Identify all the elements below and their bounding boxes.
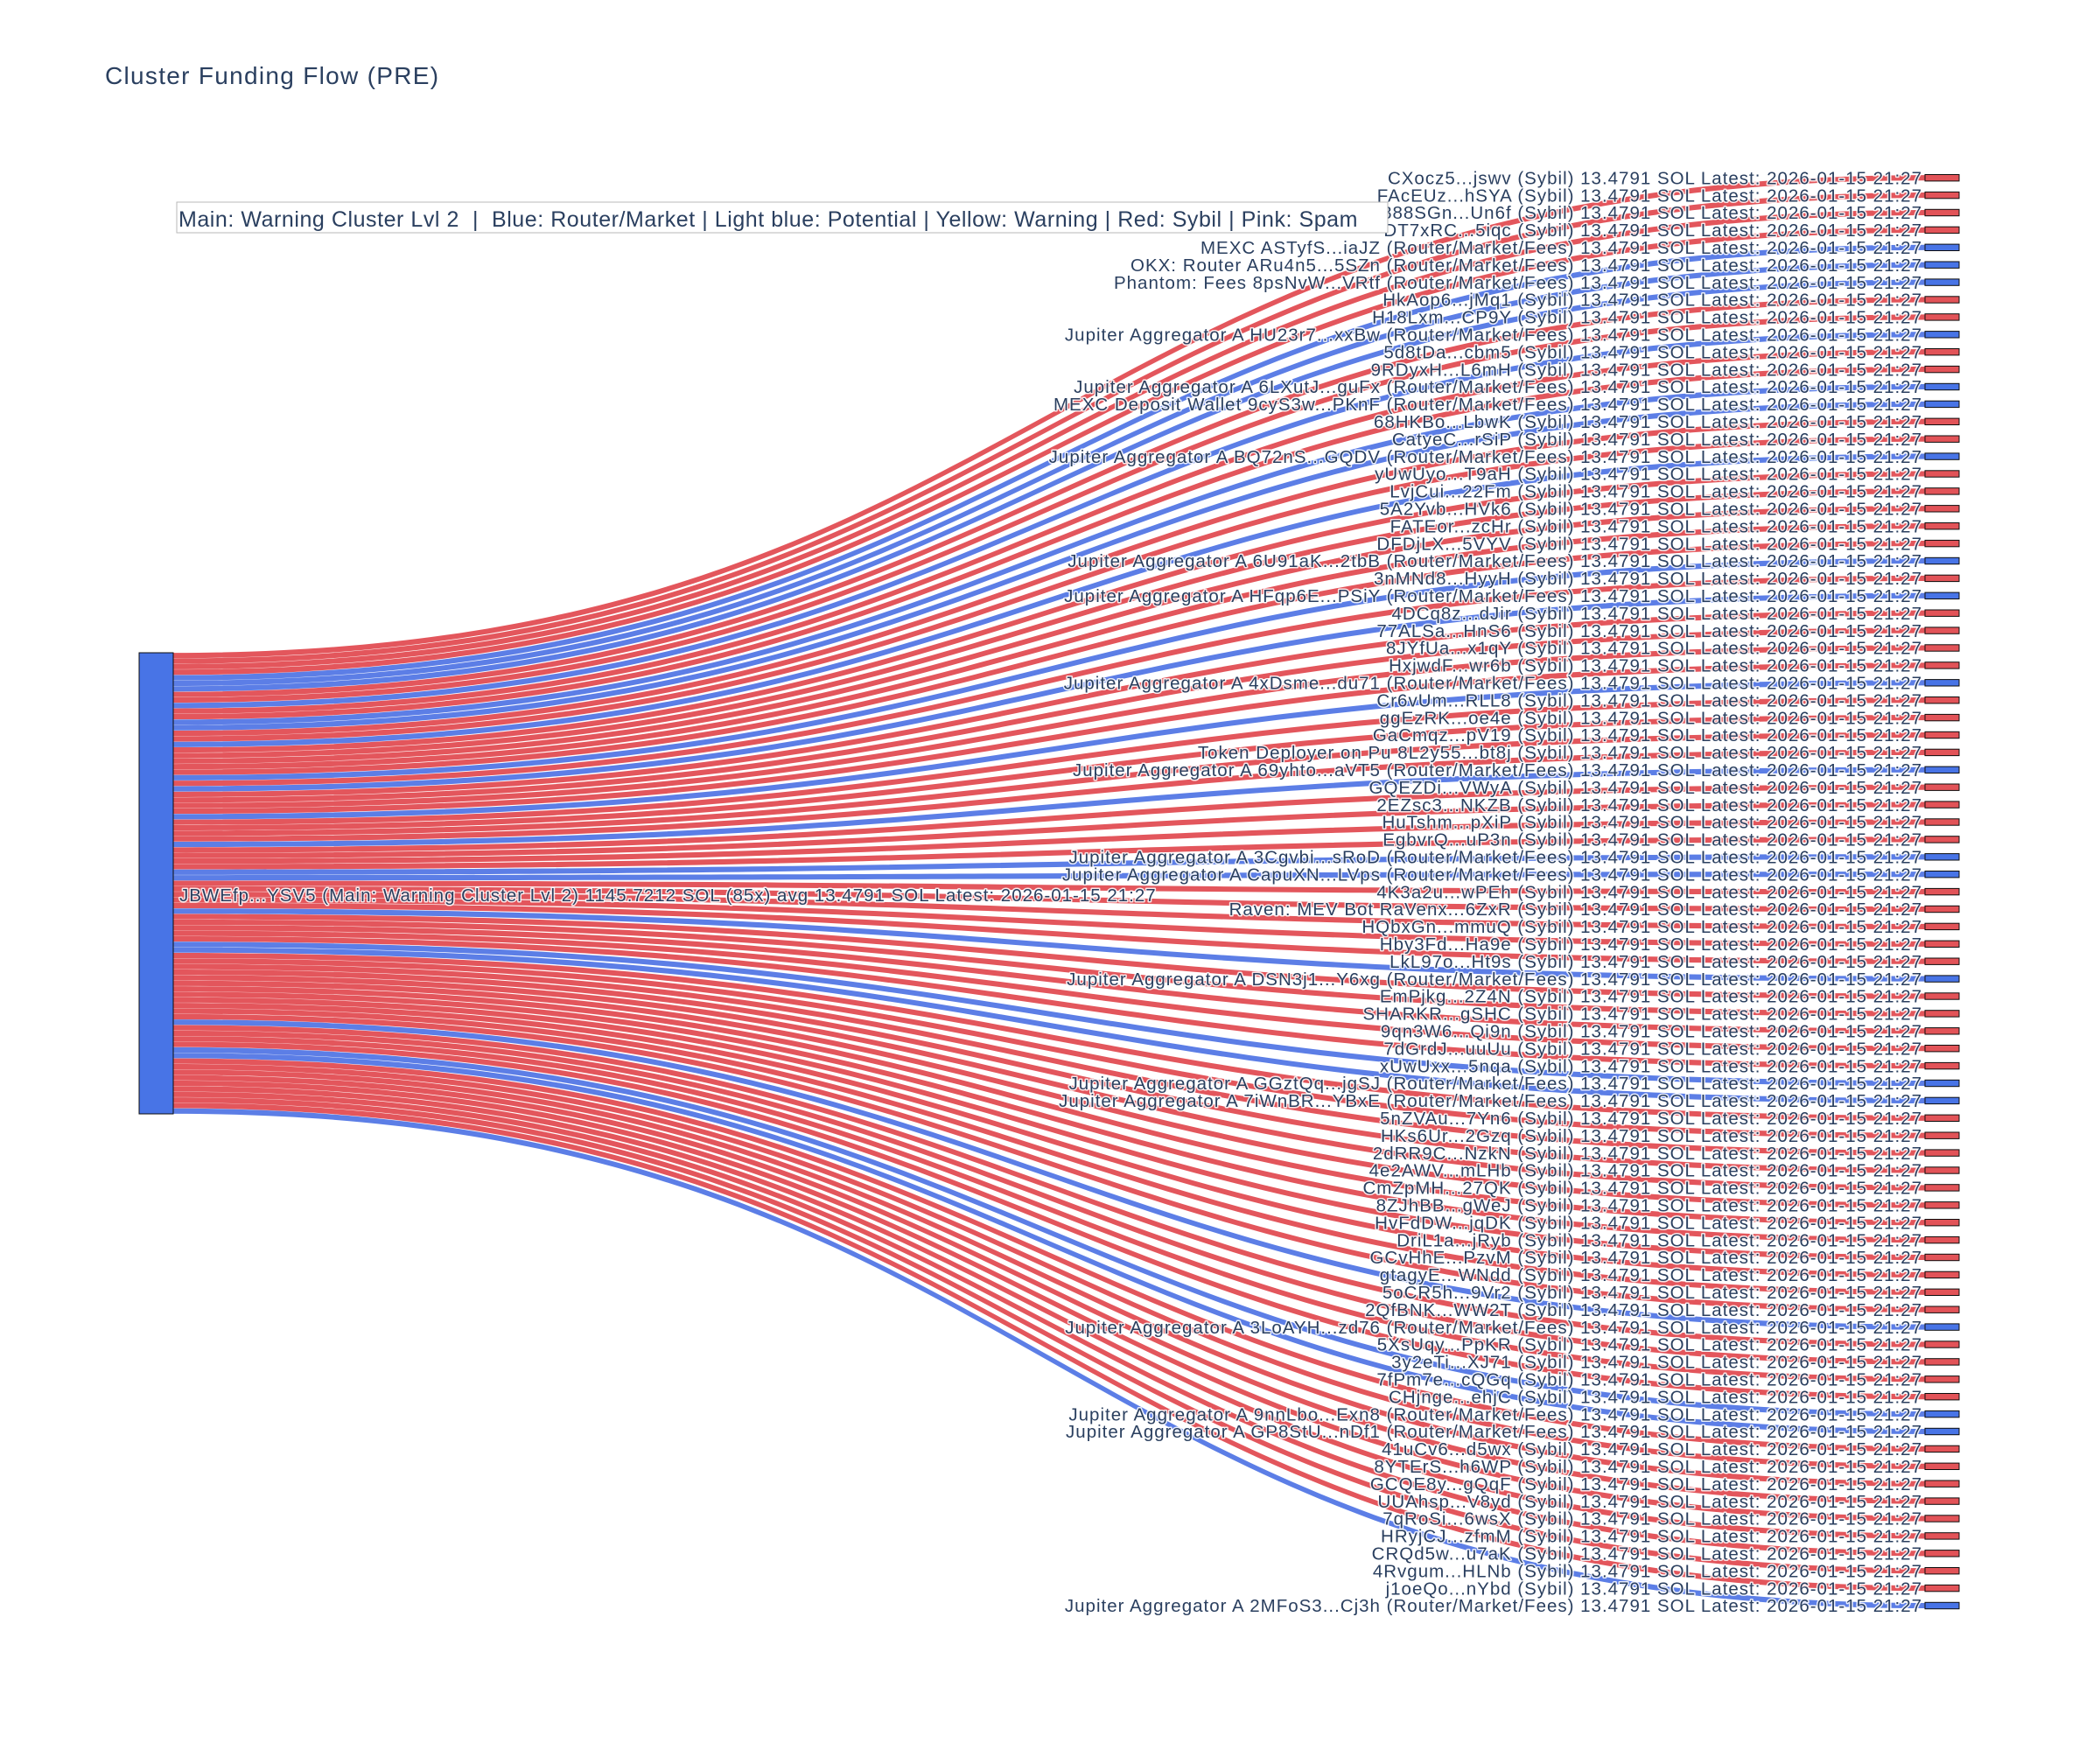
svg-text:xUwUxx...5nqa (Sybil) 13.4791: xUwUxx...5nqa (Sybil) 13.4791 SOL Latest… (1380, 1056, 1922, 1076)
svg-text:DFDjLX...5VYV (Sybil) 13.4791: DFDjLX...5VYV (Sybil) 13.4791 SOL Latest… (1376, 534, 1922, 554)
svg-text:8JYfUa...x1qY (Sybil) 13.4791: 8JYfUa...x1qY (Sybil) 13.4791 SOL Latest… (1386, 639, 1922, 659)
svg-text:2dRR9C...NzkN (Sybil) 13.4791: 2dRR9C...NzkN (Sybil) 13.4791 SOL Latest… (1373, 1144, 1922, 1164)
svg-text:EgbvrQ...uP3n (Sybil) 13.4791: EgbvrQ...uP3n (Sybil) 13.4791 SOL Latest… (1382, 830, 1922, 850)
svg-text:5XsUqy...PpKR (Sybil) 13.4791: 5XsUqy...PpKR (Sybil) 13.4791 SOL Latest… (1377, 1335, 1922, 1355)
svg-text:4Rvgum...HLNb (Sybil) 13.4791: 4Rvgum...HLNb (Sybil) 13.4791 SOL Latest… (1373, 1561, 1922, 1581)
svg-text:Jupiter Aggregator A 3LoAYH...: Jupiter Aggregator A 3LoAYH...zd76 (Rout… (1065, 1318, 1922, 1338)
svg-text:GCvHhE...PzvM (Sybil) 13.4791: GCvHhE...PzvM (Sybil) 13.4791 SOL Latest… (1369, 1248, 1922, 1268)
svg-text:5A2Yvb...HVk6 (Sybil) 13.4791: 5A2Yvb...HVk6 (Sybil) 13.4791 SOL Latest… (1380, 500, 1922, 520)
svg-text:5oCR5h...9Vr2 (Sybil) 13.4791: 5oCR5h...9Vr2 (Sybil) 13.4791 SOL Latest… (1382, 1283, 1922, 1303)
svg-text:CHjnge...ehjC (Sybil) 13.4791: CHjnge...ehjC (Sybil) 13.4791 SOL Latest… (1389, 1387, 1922, 1407)
svg-text:5nZVAu...7Yn6 (Sybil) 13.4791: 5nZVAu...7Yn6 (Sybil) 13.4791 SOL Latest… (1380, 1109, 1922, 1129)
svg-text:4K3a2u...wPEh (Sybil) 13.4791: 4K3a2u...wPEh (Sybil) 13.4791 SOL Latest… (1376, 882, 1922, 902)
svg-text:FATEor...zcHr (Sybil) 13.4791: FATEor...zcHr (Sybil) 13.4791 SOL Latest… (1390, 516, 1922, 536)
svg-text:7fPm7e...cQGq (Sybil) 13.4791: 7fPm7e...cQGq (Sybil) 13.4791 SOL Latest… (1376, 1370, 1922, 1390)
svg-text:68HKBo...LbwK (Sybil) 13.4791: 68HKBo...LbwK (Sybil) 13.4791 SOL Latest… (1374, 412, 1922, 432)
svg-text:Jupiter Aggregator A 3Cgvbi...: Jupiter Aggregator A 3Cgvbi...sRoD (Rout… (1068, 848, 1922, 868)
svg-text:Hby3Fd...Ha9e (Sybil) 13.4791: Hby3Fd...Ha9e (Sybil) 13.4791 SOL Latest… (1380, 934, 1922, 955)
svg-text:HRyjCJ...zfmM (Sybil) 13.4791: HRyjCJ...zfmM (Sybil) 13.4791 SOL Latest… (1381, 1527, 1922, 1547)
svg-text:HkAop6...jMq1 (Sybil) 13.4791: HkAop6...jMq1 (Sybil) 13.4791 SOL Latest… (1382, 290, 1922, 311)
svg-text:Cr6vUm...RLL8 (Sybil) 13.4791: Cr6vUm...RLL8 (Sybil) 13.4791 SOL Latest… (1376, 690, 1922, 710)
svg-text:yUwUyo...T9aH (Sybil) 13.4791: yUwUyo...T9aH (Sybil) 13.4791 SOL Latest… (1375, 465, 1922, 485)
svg-text:Jupiter Aggregator A 9nnLbo...: Jupiter Aggregator A 9nnLbo...Exn8 (Rout… (1068, 1404, 1922, 1424)
svg-text:Cluster Funding Flow (PRE): Cluster Funding Flow (PRE) (105, 62, 439, 89)
svg-text:OKX: Router ARu4n5...5SZn (Rou: OKX: Router ARu4n5...5SZn (Router/Market… (1130, 256, 1922, 276)
svg-text:H18Lxm...CP9Y (Sybil) 13.4791: H18Lxm...CP9Y (Sybil) 13.4791 SOL Latest… (1372, 308, 1922, 328)
svg-text:EmPjkg...2Z4N (Sybil) 13.4791: EmPjkg...2Z4N (Sybil) 13.4791 SOL Latest… (1380, 987, 1922, 1007)
svg-text:gtagyE...WNdd (Sybil) 13.4791: gtagyE...WNdd (Sybil) 13.4791 SOL Latest… (1380, 1265, 1922, 1285)
svg-text:HKs6Ur...2Gzq (Sybil) 13.4791: HKs6Ur...2Gzq (Sybil) 13.4791 SOL Latest… (1381, 1126, 1922, 1146)
svg-text:5d8tDa...cbm5 (Sybil) 13.4791: 5d8tDa...cbm5 (Sybil) 13.4791 SOL Latest… (1383, 342, 1922, 362)
svg-text:2QfBNK...WW2T (Sybil) 13.4791: 2QfBNK...WW2T (Sybil) 13.4791 SOL Latest… (1365, 1300, 1922, 1320)
svg-text:Main: Warning Cluster Lvl 2 |: Main: Warning Cluster Lvl 2 | Blue: Rout… (178, 207, 1358, 232)
svg-text:Jupiter Aggregator A 4xDsme...: Jupiter Aggregator A 4xDsme...du71 (Rout… (1064, 674, 1922, 694)
svg-text:CatyeC...rSiP (Sybil) 13.4791: CatyeC...rSiP (Sybil) 13.4791 SOL Latest… (1392, 430, 1922, 450)
svg-text:2EZsc3...NKZB (Sybil) 13.4791: 2EZsc3...NKZB (Sybil) 13.4791 SOL Latest… (1376, 795, 1922, 816)
svg-text:CmZpMH...27QK (Sybil) 13.4791: CmZpMH...27QK (Sybil) 13.4791 SOL Latest… (1362, 1179, 1922, 1199)
svg-text:CRQd5w...u7aK (Sybil) 13.4791: CRQd5w...u7aK (Sybil) 13.4791 SOL Latest… (1372, 1544, 1922, 1564)
svg-text:Jupiter Aggregator A HFqp6E...: Jupiter Aggregator A HFqp6E...PSiY (Rout… (1064, 586, 1922, 606)
svg-text:Jupiter Aggregator A GGztQq...: Jupiter Aggregator A GGztQq...jgSJ (Rout… (1068, 1074, 1922, 1094)
svg-text:41uCv6...d5wx (Sybil) 13.4791: 41uCv6...d5wx (Sybil) 13.4791 SOL Latest… (1382, 1439, 1922, 1460)
svg-text:UUAhsp...V8yd (Sybil) 13.4791: UUAhsp...V8yd (Sybil) 13.4791 SOL Latest… (1378, 1492, 1922, 1512)
svg-text:Jupiter Aggregator A 6LXutJ...: Jupiter Aggregator A 6LXutJ...guFx (Rout… (1074, 377, 1922, 397)
svg-text:8YTErS...h6WP (Sybil) 13.4791: 8YTErS...h6WP (Sybil) 13.4791 SOL Latest… (1374, 1457, 1922, 1477)
svg-text:9RDyxH...L6mH (Sybil) 13.4791: 9RDyxH...L6mH (Sybil) 13.4791 SOL Latest… (1371, 360, 1922, 380)
svg-text:4DCq8z...dJir (Sybil) 13.4791: 4DCq8z...dJir (Sybil) 13.4791 SOL Latest… (1391, 604, 1922, 624)
svg-text:Jupiter Aggregator A 69yhto...: Jupiter Aggregator A 69yhto...aVT5 (Rout… (1073, 760, 1922, 780)
svg-text:7qRoSi...6wsX (Sybil) 13.4791: 7qRoSi...6wsX (Sybil) 13.4791 SOL Latest… (1382, 1509, 1922, 1530)
svg-text:MEXC ASTyfS...iaJZ (Router/Mar: MEXC ASTyfS...iaJZ (Router/Market/Fees) … (1200, 238, 1922, 258)
svg-text:LvjCui...22Fm (Sybil) 13.4791: LvjCui...22Fm (Sybil) 13.4791 SOL Latest… (1390, 482, 1922, 502)
svg-text:j1oeQo...nYbd (Sybil) 13.4791: j1oeQo...nYbd (Sybil) 13.4791 SOL Latest… (1385, 1578, 1922, 1599)
svg-text:MEXC Deposit Wallet 9cyS3w...P: MEXC Deposit Wallet 9cyS3w...PKnF (Route… (1054, 395, 1922, 415)
svg-text:ggEzRK...oe4e (Sybil) 13.4791: ggEzRK...oe4e (Sybil) 13.4791 SOL Latest… (1380, 708, 1922, 728)
svg-text:HxjwdF...wr6b (Sybil) 13.4791: HxjwdF...wr6b (Sybil) 13.4791 SOL Latest… (1389, 656, 1922, 676)
svg-text:HQbxGn...mmuQ (Sybil) 13.4791: HQbxGn...mmuQ (Sybil) 13.4791 SOL Latest… (1362, 917, 1922, 937)
svg-text:Jupiter Aggregator A 7iWnBR...: Jupiter Aggregator A 7iWnBR...YBxE (Rout… (1059, 1091, 1922, 1111)
svg-text:Token Deployer on Pu 8L2y55...: Token Deployer on Pu 8L2y55...bt8j (Sybi… (1198, 743, 1922, 763)
svg-text:8ZJhBB...gWeJ (Sybil) 13.4791: 8ZJhBB...gWeJ (Sybil) 13.4791 SOL Latest… (1376, 1196, 1922, 1216)
svg-text:888SGn...Un6f (Sybil) 13.4791: 888SGn...Un6f (Sybil) 13.4791 SOL Latest… (1382, 203, 1922, 223)
svg-text:9qn3W6...Qi9n (Sybil) 13.4791: 9qn3W6...Qi9n (Sybil) 13.4791 SOL Latest… (1381, 1022, 1922, 1042)
svg-text:Jupiter Aggregator A CapuXN...: Jupiter Aggregator A CapuXN...LVps (Rout… (1062, 864, 1922, 885)
svg-text:DriL1a...jRyb (Sybil) 13.4791: DriL1a...jRyb (Sybil) 13.4791 SOL Latest… (1396, 1230, 1922, 1250)
svg-text:DT7xRC...5iqc (Sybil) 13.4791: DT7xRC...5iqc (Sybil) 13.4791 SOL Latest… (1383, 220, 1922, 241)
svg-text:Jupiter Aggregator A BQ72nS...: Jupiter Aggregator A BQ72nS...GQDV (Rout… (1049, 447, 1922, 467)
svg-text:4e2AWV...mLHb (Sybil) 13.4791: 4e2AWV...mLHb (Sybil) 13.4791 SOL Latest… (1369, 1161, 1922, 1181)
svg-text:7dGrdJ...uuUu (Sybil) 13.4791: 7dGrdJ...uuUu (Sybil) 13.4791 SOL Latest… (1383, 1039, 1922, 1059)
svg-text:FAcEUz...hSYA (Sybil) 13.4791: FAcEUz...hSYA (Sybil) 13.4791 SOL Latest… (1377, 186, 1922, 206)
svg-text:3y2eTi...XJ71 (Sybil) 13.4791: 3y2eTi...XJ71 (Sybil) 13.4791 SOL Latest… (1391, 1353, 1922, 1373)
svg-text:Jupiter Aggregator A DSN3j1...: Jupiter Aggregator A DSN3j1...Y6xg (Rout… (1067, 970, 1922, 990)
svg-text:Raven: MEV Bot RaVenx...6ZxR (: Raven: MEV Bot RaVenx...6ZxR (Sybil) 13.… (1229, 900, 1922, 920)
svg-text:Jupiter Aggregator A 2MFoS3...: Jupiter Aggregator A 2MFoS3...Cj3h (Rout… (1065, 1596, 1922, 1616)
svg-text:Phantom: Fees 8psNvW...VRtf (R: Phantom: Fees 8psNvW...VRtf (Router/Mark… (1114, 273, 1922, 293)
svg-text:Jupiter Aggregator A HU23r7...: Jupiter Aggregator A HU23r7...xxBw (Rout… (1065, 326, 1922, 346)
svg-text:Jupiter Aggregator A 6U91aK...: Jupiter Aggregator A 6U91aK...2tbB (Rout… (1068, 551, 1922, 571)
svg-text:Jupiter Aggregator A GP8StU...: Jupiter Aggregator A GP8StU...nDf1 (Rout… (1066, 1422, 1922, 1442)
svg-text:GCQE8y...gQqF (Sybil) 13.4791: GCQE8y...gQqF (Sybil) 13.4791 SOL Latest… (1370, 1474, 1922, 1494)
svg-text:GQEZDi...VWyA (Sybil) 13.4791: GQEZDi...VWyA (Sybil) 13.4791 SOL Latest… (1369, 778, 1923, 798)
svg-text:CXocz5...jswv (Sybil) 13.4791: CXocz5...jswv (Sybil) 13.4791 SOL Latest… (1388, 168, 1922, 188)
svg-text:HuTshm...pXiP (Sybil) 13.4791: HuTshm...pXiP (Sybil) 13.4791 SOL Latest… (1382, 813, 1922, 833)
svg-text:LkL97o...Ht9s (Sybil) 13.4791: LkL97o...Ht9s (Sybil) 13.4791 SOL Latest… (1390, 952, 1922, 972)
svg-text:SHARKR...gSHC (Sybil) 13.4791: SHARKR...gSHC (Sybil) 13.4791 SOL Latest… (1362, 1004, 1922, 1025)
svg-text:HvFdDW...jqDK (Sybil) 13.4791: HvFdDW...jqDK (Sybil) 13.4791 SOL Latest… (1375, 1213, 1922, 1233)
svg-text:77ALSa...HnS6 (Sybil) 13.4791: 77ALSa...HnS6 (Sybil) 13.4791 SOL Latest… (1376, 621, 1922, 641)
svg-text:3nMNd8...HyyH (Sybil) 13.4791: 3nMNd8...HyyH (Sybil) 13.4791 SOL Latest… (1374, 569, 1922, 589)
svg-text:JBWEfp...YSV5 (Main: Warning C: JBWEfp...YSV5 (Main: Warning Cluster Lvl… (179, 886, 1157, 906)
svg-text:GaCmqz...pV19 (Sybil) 13.4791: GaCmqz...pV19 (Sybil) 13.4791 SOL Latest… (1373, 725, 1922, 746)
